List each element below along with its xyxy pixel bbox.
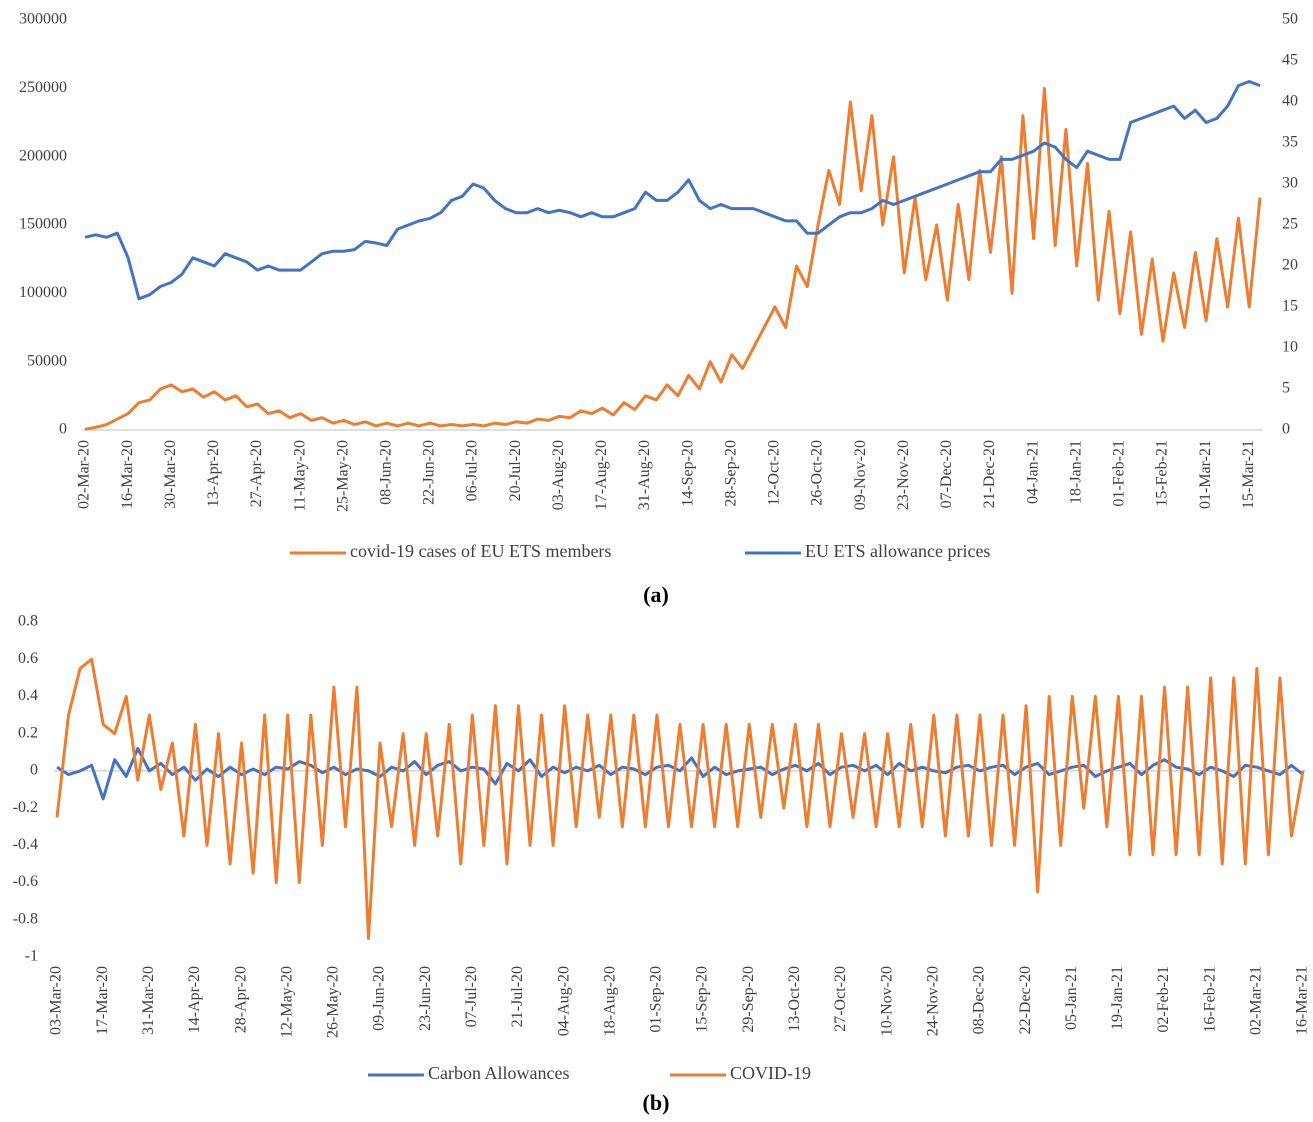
x-tick-label: 21-Dec-20 [981, 440, 998, 508]
x-tick-label: 02-Mar-21 [1248, 966, 1265, 1035]
x-tick-label: 27-Apr-20 [248, 440, 265, 507]
x-tick-label: 01-Mar-21 [1197, 440, 1214, 509]
legend-label: EU ETS allowance prices [805, 541, 990, 561]
x-tick-label: 26-May-20 [325, 966, 342, 1038]
x-tick-label: 11-May-20 [291, 440, 308, 511]
y-tick-label: 100000 [19, 284, 67, 301]
y2-tick-label: 35 [1282, 134, 1298, 151]
y-tick-label: 0.2 [18, 724, 38, 741]
y-tick-label: 0 [59, 421, 67, 438]
x-tick-label: 12-May-20 [278, 966, 295, 1038]
x-tick-label: 10-Nov-20 [878, 966, 895, 1036]
x-tick-label: 14-Sep-20 [679, 440, 696, 507]
y2-tick-label: 10 [1282, 339, 1298, 356]
x-tick-label: 17-Mar-20 [94, 966, 111, 1035]
x-tick-label: 31-Mar-20 [140, 966, 157, 1035]
x-tick-label: 02-Feb-21 [1155, 966, 1172, 1033]
x-tick-label: 30-Mar-20 [162, 440, 179, 509]
x-tick-label: 16-Mar-20 [119, 440, 136, 509]
y-tick-label: 0.6 [18, 650, 38, 667]
x-tick-label: 19-Jan-21 [1109, 966, 1126, 1030]
x-tick-label: 15-Sep-20 [694, 966, 711, 1033]
x-tick-label: 18-Jan-21 [1067, 440, 1084, 504]
x-tick-label: 13-Apr-20 [205, 440, 222, 507]
x-tick-label: 06-Jul-20 [464, 440, 481, 501]
y-tick-label: 0.4 [18, 687, 38, 704]
y-tick-label: 0 [30, 762, 38, 779]
x-tick-label: 22-Jun-20 [421, 440, 438, 505]
y-tick-label: -0.6 [13, 873, 38, 890]
x-tick-label: 17-Aug-20 [593, 440, 610, 510]
x-tick-label: 15-Mar-21 [1240, 440, 1257, 509]
y2-tick-label: 45 [1282, 52, 1298, 69]
x-tick-label: 08-Dec-20 [971, 966, 988, 1034]
x-tick-label: 23-Nov-20 [895, 440, 912, 510]
y2-tick-label: 50 [1282, 11, 1298, 28]
x-tick-label: 18-Aug-20 [601, 966, 618, 1036]
y2-tick-label: 15 [1282, 298, 1298, 315]
x-tick-label: 02-Mar-20 [76, 440, 93, 509]
x-tick-label: 04-Aug-20 [555, 966, 572, 1036]
x-tick-label: 07-Jul-20 [463, 966, 480, 1027]
panel-caption: (a) [643, 582, 669, 607]
x-tick-label: 26-Oct-20 [809, 440, 826, 506]
series-line [84, 86, 1262, 431]
x-tick-label: 01-Sep-20 [648, 966, 665, 1033]
series-line [84, 80, 1261, 301]
x-tick-label: 27-Oct-20 [832, 966, 849, 1032]
x-tick-label: 13-Oct-20 [786, 966, 803, 1032]
x-tick-label: 14-Apr-20 [186, 966, 203, 1033]
x-tick-label: 04-Jan-21 [1024, 440, 1041, 504]
panel-caption: (b) [643, 1090, 670, 1115]
y-tick-label: 250000 [19, 79, 67, 96]
x-tick-label: 28-Apr-20 [232, 966, 249, 1033]
series-line [56, 747, 1304, 801]
y-tick-label: 200000 [19, 147, 67, 164]
x-tick-label: 05-Jan-21 [1063, 966, 1080, 1030]
x-tick-label: 22-Dec-20 [1017, 966, 1034, 1034]
x-tick-label: 29-Sep-20 [740, 966, 757, 1033]
y2-tick-label: 0 [1282, 421, 1290, 438]
y-tick-label: -0.4 [13, 836, 38, 853]
y-tick-label: 50000 [27, 352, 67, 369]
x-tick-label: 07-Dec-20 [938, 440, 955, 508]
x-tick-label: 21-Jul-20 [509, 966, 526, 1027]
y2-tick-label: 40 [1282, 93, 1298, 110]
x-tick-label: 23-Jun-20 [417, 966, 434, 1031]
x-tick-label: 31-Aug-20 [636, 440, 653, 510]
legend-label: COVID-19 [730, 1063, 811, 1083]
x-tick-label: 01-Feb-21 [1111, 440, 1128, 507]
x-tick-label: 25-May-20 [334, 440, 351, 512]
y-tick-label: 0.8 [18, 613, 38, 630]
x-tick-label: 12-Oct-20 [766, 440, 783, 506]
x-tick-label: 16-Mar-21 [1294, 966, 1311, 1035]
x-tick-label: 24-Nov-20 [924, 966, 941, 1036]
series-line [55, 657, 1305, 940]
x-tick-label: 03-Aug-20 [550, 440, 567, 510]
x-tick-label: 03-Mar-20 [48, 966, 65, 1035]
y2-tick-label: 25 [1282, 216, 1298, 233]
x-tick-label: 28-Sep-20 [722, 440, 739, 507]
x-tick-label: 20-Jul-20 [507, 440, 524, 501]
y-tick-label: 300000 [19, 11, 67, 28]
y-tick-label: -0.2 [13, 799, 38, 816]
legend-label: covid-19 cases of EU ETS members [350, 541, 611, 561]
y2-tick-label: 5 [1282, 380, 1290, 397]
x-tick-label: 09-Nov-20 [852, 440, 869, 510]
legend-label: Carbon Allowances [428, 1063, 569, 1083]
y-tick-label: 150000 [19, 216, 67, 233]
y-tick-label: -1 [25, 948, 38, 965]
y2-tick-label: 20 [1282, 257, 1298, 274]
x-tick-label: 09-Jun-20 [371, 966, 388, 1031]
x-tick-label: 16-Feb-21 [1201, 966, 1218, 1033]
x-tick-label: 15-Feb-21 [1154, 440, 1171, 507]
y2-tick-label: 30 [1282, 175, 1298, 192]
y-tick-label: -0.8 [13, 910, 38, 927]
x-tick-label: 08-Jun-20 [378, 440, 395, 505]
